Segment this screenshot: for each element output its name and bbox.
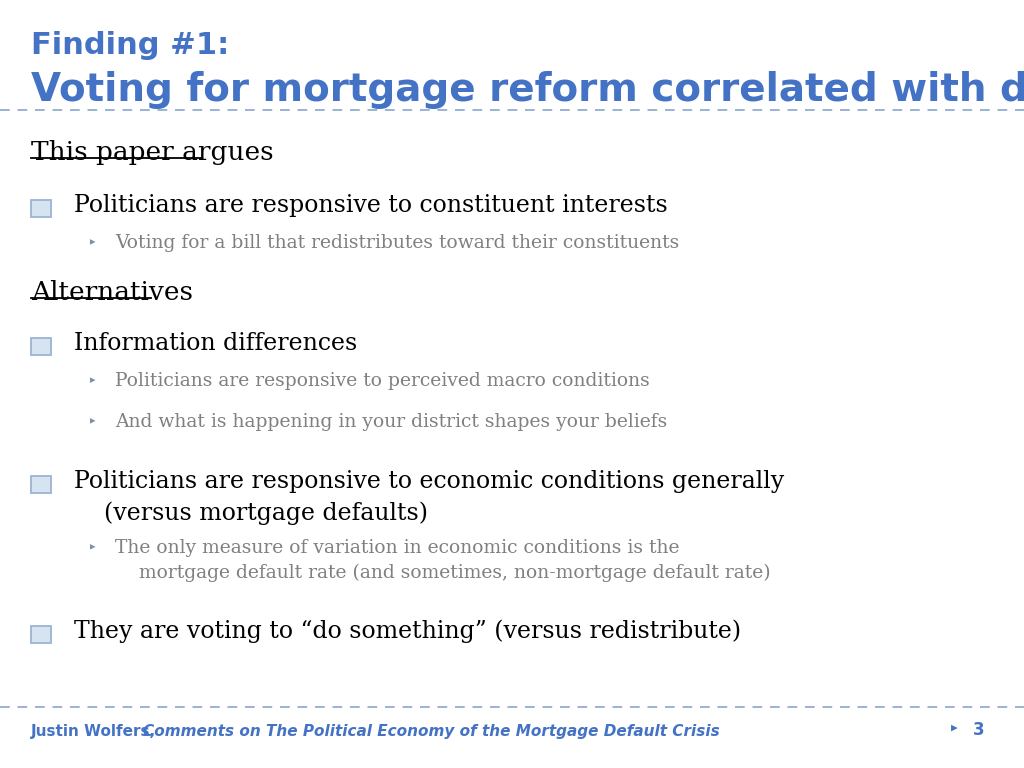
FancyBboxPatch shape — [31, 626, 51, 643]
Text: Politicians are responsive to economic conditions generally
    (versus mortgage: Politicians are responsive to economic c… — [74, 470, 784, 525]
Text: Politicians are responsive to constituent interests: Politicians are responsive to constituen… — [74, 194, 668, 217]
Text: 3: 3 — [973, 721, 984, 739]
Text: And what is happening in your district shapes your beliefs: And what is happening in your district s… — [115, 413, 667, 431]
Text: Alternatives: Alternatives — [31, 280, 193, 305]
Text: This paper argues: This paper argues — [31, 140, 273, 165]
Text: They are voting to “do something” (versus redistribute): They are voting to “do something” (versu… — [74, 620, 740, 644]
Text: Voting for a bill that redistributes toward their constituents: Voting for a bill that redistributes tow… — [115, 234, 679, 252]
Text: Politicians are responsive to perceived macro conditions: Politicians are responsive to perceived … — [115, 372, 649, 390]
Text: Finding #1:: Finding #1: — [31, 31, 229, 60]
FancyBboxPatch shape — [31, 476, 51, 493]
FancyBboxPatch shape — [31, 200, 51, 217]
Text: Comments on The Political Economy of the Mortgage Default Crisis: Comments on The Political Economy of the… — [143, 723, 720, 739]
Text: Voting for mortgage reform correlated with default rates: Voting for mortgage reform correlated wi… — [31, 71, 1024, 108]
Text: Information differences: Information differences — [74, 332, 357, 355]
Text: Justin Wolfers,: Justin Wolfers, — [31, 723, 161, 739]
Text: The only measure of variation in economic conditions is the
    mortgage default: The only measure of variation in economi… — [115, 539, 770, 582]
FancyBboxPatch shape — [31, 338, 51, 355]
